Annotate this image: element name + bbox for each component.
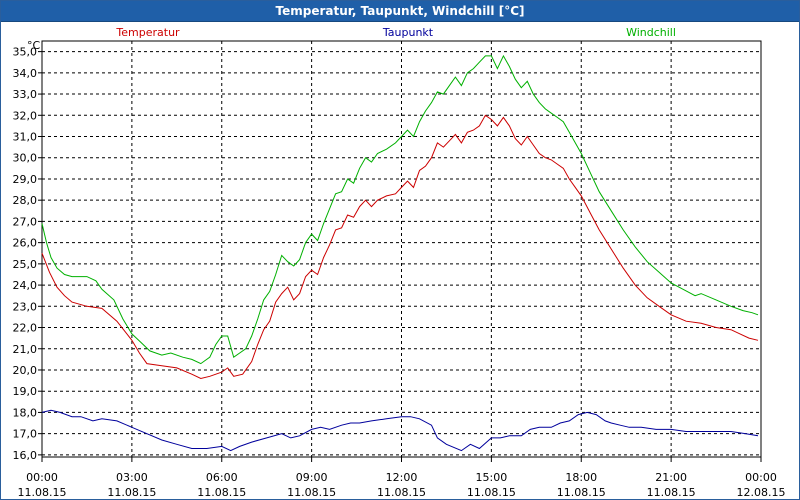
y-tick-label: 24,0 xyxy=(13,279,38,292)
y-tick-label: 34,0 xyxy=(13,67,38,80)
x-tick-date: 11.08.15 xyxy=(18,486,67,499)
y-tick-label: 35,0 xyxy=(13,46,38,59)
x-tick-date: 11.08.15 xyxy=(287,486,336,499)
legend-taupunkt: Taupunkt xyxy=(382,26,434,39)
x-tick-time: 00:00 xyxy=(745,471,777,484)
x-tick-date: 11.08.15 xyxy=(377,486,426,499)
x-tick-date: 11.08.15 xyxy=(647,486,696,499)
x-tick-time: 03:00 xyxy=(116,471,148,484)
x-tick-time: 21:00 xyxy=(655,471,687,484)
y-axis-unit: °C xyxy=(27,39,41,52)
x-tick-time: 00:00 xyxy=(26,471,58,484)
y-tick-label: 16,0 xyxy=(13,449,38,462)
x-tick-time: 18:00 xyxy=(565,471,597,484)
x-tick-time: 15:00 xyxy=(476,471,508,484)
y-tick-label: 23,0 xyxy=(13,300,38,313)
x-axis: 00:00 11.08.15 03:00 11.08.15 06:00 11.08.15 0… xyxy=(18,457,786,499)
y-tick-label: 22,0 xyxy=(13,322,38,335)
x-tick-time: 09:00 xyxy=(296,471,328,484)
x-tick-date: 11.08.15 xyxy=(197,486,246,499)
y-tick-label: 21,0 xyxy=(13,343,38,356)
y-tick-label: 25,0 xyxy=(13,258,38,271)
x-tick-date: 12.08.15 xyxy=(737,486,786,499)
y-tick-label: 30,0 xyxy=(13,152,38,165)
y-tick-label: 19,0 xyxy=(13,385,38,398)
chart-title: Temperatur, Taupunkt, Windchill [°C] xyxy=(275,4,525,18)
x-tick-time: 06:00 xyxy=(206,471,238,484)
grid xyxy=(42,41,761,457)
x-tick-date: 11.08.15 xyxy=(107,486,156,499)
y-tick-label: 27,0 xyxy=(13,215,38,228)
x-tick-date: 11.08.15 xyxy=(557,486,606,499)
y-tick-label: 18,0 xyxy=(13,406,38,419)
y-tick-label: 17,0 xyxy=(13,428,38,441)
y-tick-label: 29,0 xyxy=(13,173,38,186)
y-tick-label: 31,0 xyxy=(13,131,38,144)
legend: Temperatur Taupunkt Windchill xyxy=(115,26,676,39)
legend-windchill: Windchill xyxy=(626,26,676,39)
y-tick-label: 33,0 xyxy=(13,88,38,101)
legend-temperatur: Temperatur xyxy=(115,26,180,39)
y-tick-label: 32,0 xyxy=(13,109,38,122)
y-axis: 16,0 17,0 18,0 19,0 20,0 21,0 22,0 23,0 24,0 25,0… xyxy=(13,46,42,462)
title-bar: Temperatur, Taupunkt, Windchill [°C] xyxy=(1,1,799,22)
series-line-windchill xyxy=(41,54,759,365)
series-line-taupunkt xyxy=(41,409,759,452)
y-tick-label: 26,0 xyxy=(13,237,38,250)
y-tick-label: 28,0 xyxy=(13,194,38,207)
series-lines xyxy=(41,54,759,452)
series-line-temperatur xyxy=(41,114,759,380)
x-tick-time: 12:00 xyxy=(386,471,418,484)
y-tick-label: 20,0 xyxy=(13,364,38,377)
x-tick-date: 11.08.15 xyxy=(467,486,516,499)
